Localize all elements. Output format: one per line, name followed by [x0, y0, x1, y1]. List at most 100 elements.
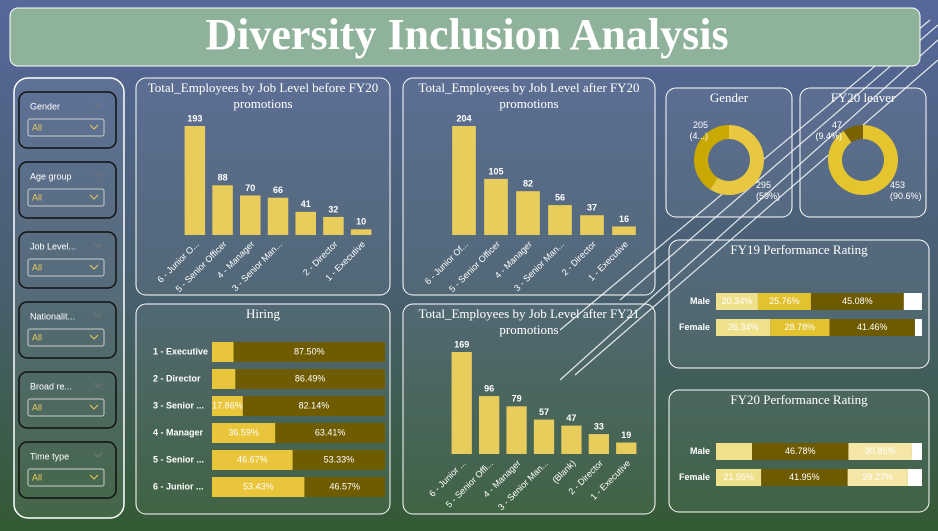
y-tick-label: 6 - Junior ... — [153, 481, 204, 491]
data-label: 169 — [454, 339, 469, 349]
bar-segment — [212, 396, 243, 416]
slicer[interactable] — [18, 441, 117, 499]
chevron — [89, 474, 99, 480]
chart-title-box: FY19 Performance Rating — [730, 242, 868, 257]
data-label: 105 — [488, 166, 503, 176]
bar — [350, 229, 372, 235]
data-label: 87.50% — [294, 346, 325, 356]
slicer-dropdown[interactable] — [27, 188, 105, 207]
data-label: 47 — [566, 413, 576, 423]
slicer[interactable] — [18, 371, 117, 429]
data-label: 82 — [523, 179, 533, 189]
data-label: 45.08% — [842, 296, 873, 306]
data-label: 17.86% — [212, 400, 243, 410]
bar — [212, 185, 233, 235]
donut-slice — [694, 125, 729, 190]
chart-title: Total_Employees by Job Level before FY20… — [147, 80, 379, 111]
slicer-value: All — [32, 122, 42, 132]
data-label: 82.14% — [299, 400, 330, 410]
slicer-value: All — [32, 192, 42, 202]
bar-segment — [810, 293, 904, 310]
data-label: 10 — [356, 217, 366, 227]
data-label: 29.27% — [863, 472, 894, 482]
data-label-box: 205 (4...) — [689, 120, 708, 141]
chevron — [93, 382, 103, 388]
donut-slice — [827, 125, 898, 195]
chart-title: FY20 Performance Rating — [730, 392, 868, 407]
slicer-dropdown[interactable] — [27, 398, 105, 417]
slicer-label: Nationalit... — [30, 311, 75, 321]
data-label: 56 — [555, 192, 565, 202]
slicer[interactable] — [18, 91, 117, 149]
slicer[interactable] — [18, 301, 117, 359]
slicer-dropdown[interactable] — [27, 328, 105, 347]
data-label: 26.34% — [728, 322, 759, 332]
y-tick-label: 3 - Senior ... — [153, 400, 204, 410]
bar — [240, 195, 261, 235]
data-label: 53.43% — [243, 481, 274, 491]
bar — [548, 205, 572, 235]
data-label: 193 — [187, 113, 202, 123]
bar-segment — [829, 319, 915, 336]
bar-segment — [911, 443, 922, 460]
chevron — [93, 242, 103, 248]
slicer-dropdown[interactable] — [27, 468, 105, 487]
bar — [533, 419, 555, 454]
bar-segment — [752, 443, 849, 460]
slicer-dropdown[interactable] — [27, 118, 105, 137]
slicer-dropdown[interactable] — [27, 258, 105, 277]
data-label: 453 (90.6%) — [890, 180, 922, 201]
bar-segment — [212, 450, 293, 470]
title-banner — [9, 7, 921, 67]
data-label: 79 — [512, 394, 522, 404]
data-label: 25.76% — [769, 296, 800, 306]
bar-segment — [212, 369, 236, 389]
data-label: 46.67% — [237, 454, 268, 464]
data-label: 41.46% — [857, 322, 888, 332]
data-label: 41 — [301, 199, 311, 209]
chart-panel — [665, 87, 793, 218]
bar-segment — [233, 342, 385, 362]
slicer-label: Age group — [30, 171, 72, 181]
bar-segment — [212, 342, 234, 362]
data-label: 88 — [218, 173, 228, 183]
y-tick-label: Female — [679, 472, 710, 482]
chevron — [89, 334, 99, 340]
bar-segment — [914, 319, 922, 336]
slicer-label: Gender — [30, 101, 60, 111]
data-label: 66 — [273, 185, 283, 195]
bar-segment — [292, 450, 385, 470]
slicer-value: All — [32, 402, 42, 412]
data-label: 20.34% — [722, 296, 753, 306]
data-label: 41.95% — [789, 472, 820, 482]
bar-segment — [242, 396, 385, 416]
data-label: 70 — [245, 183, 255, 193]
chevron — [93, 452, 103, 458]
chevron — [89, 264, 99, 270]
data-label: 33 — [594, 421, 604, 431]
slicer[interactable] — [18, 161, 117, 219]
chart-title-box: FY20 leaver — [830, 90, 896, 105]
slicer-label: Time type — [30, 451, 69, 461]
bar — [452, 126, 476, 235]
y-tick-label: Female — [679, 322, 710, 332]
bar — [561, 425, 582, 454]
bar-segment — [275, 423, 385, 443]
chevron — [93, 102, 103, 108]
data-label: 46.57% — [329, 481, 360, 491]
data-label-box: 295 (59%) — [756, 180, 780, 201]
data-label: 205 (4...) — [689, 120, 708, 141]
bar-segment — [716, 293, 758, 310]
chevron — [89, 404, 99, 410]
chart-title: FY19 Performance Rating — [730, 242, 868, 257]
data-label: 96 — [484, 383, 494, 393]
chart-title-box: FY20 Performance Rating — [730, 392, 868, 407]
slicer-value: All — [32, 472, 42, 482]
bar-segment — [212, 423, 276, 443]
chart-title: Total_Employees by Job Level after FY20 … — [418, 80, 640, 111]
data-label: 204 — [456, 113, 471, 123]
data-label: 57 — [539, 407, 549, 417]
data-label: 86.49% — [295, 373, 326, 383]
slicer[interactable] — [18, 231, 117, 289]
chart-title: FY20 leaver — [830, 90, 896, 105]
